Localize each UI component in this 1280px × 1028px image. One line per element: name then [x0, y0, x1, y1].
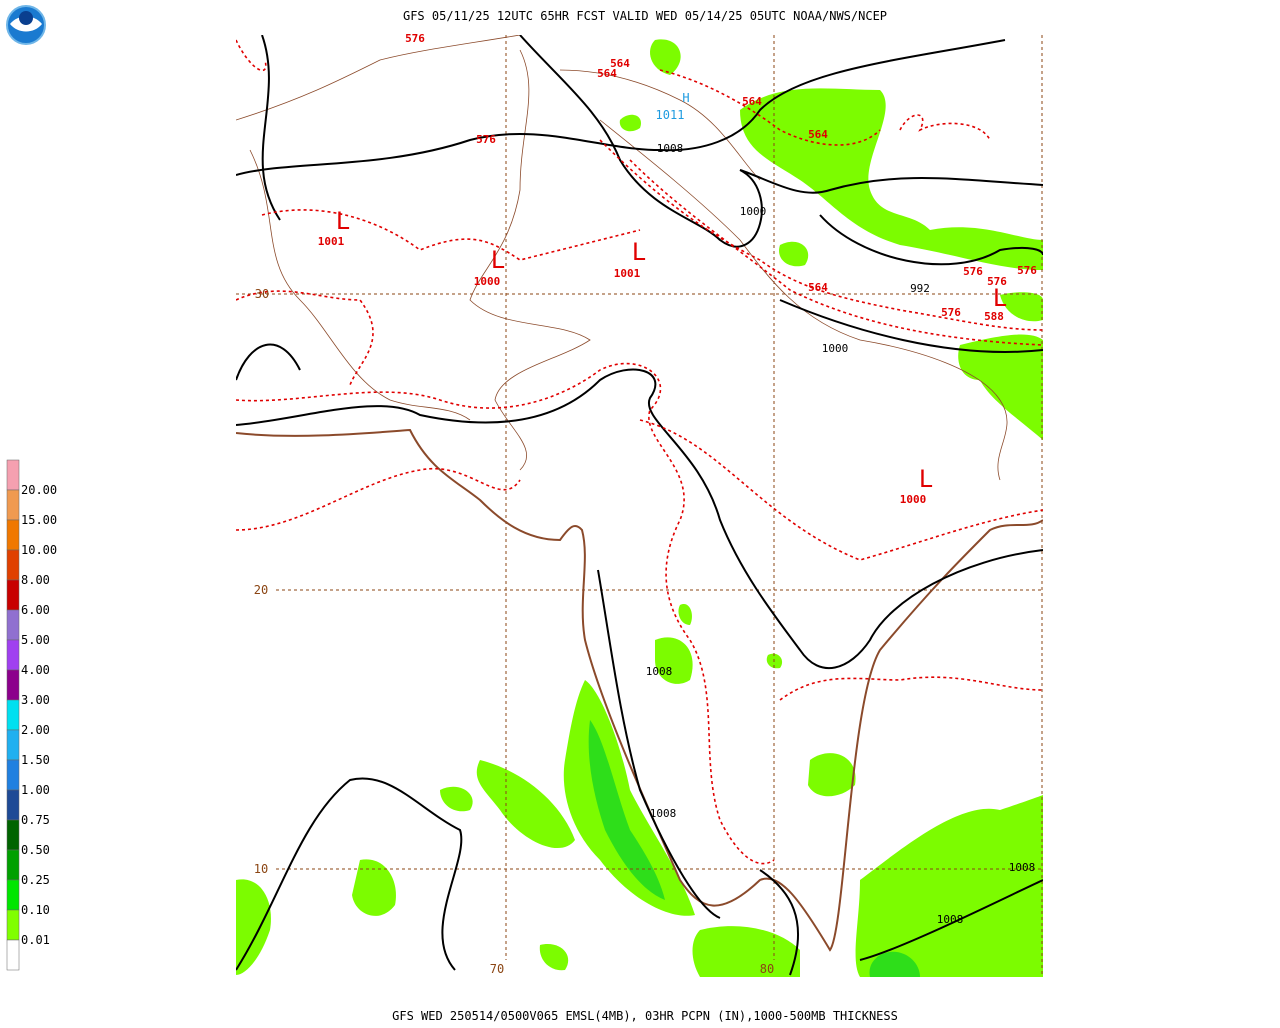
thickness-label: 564	[597, 67, 617, 80]
low-marker: L	[632, 238, 646, 266]
legend-label: 0.01	[21, 933, 50, 947]
low-marker: L	[336, 207, 350, 235]
isobar-label: 1008	[1009, 861, 1036, 874]
legend-label: 15.00	[21, 513, 57, 527]
latitude-label: 20	[254, 583, 268, 597]
legend-swatch	[6, 909, 20, 941]
thickness-label: 564	[808, 128, 828, 141]
legend-label: 10.00	[21, 543, 57, 557]
thickness-contours	[236, 39, 1043, 865]
pressure-label: 1011	[656, 108, 685, 122]
legend-swatch	[6, 879, 20, 911]
legend-label: 0.25	[21, 873, 50, 887]
thickness-label: 576	[941, 306, 961, 319]
precipitation	[236, 39, 1043, 977]
thickness-label: 564	[808, 281, 828, 294]
legend-swatch	[6, 519, 20, 551]
isobar-label: 1008	[650, 807, 677, 820]
legend-swatch	[6, 819, 20, 851]
latitude-label: 10	[254, 862, 268, 876]
legend-label: 1.50	[21, 753, 50, 767]
legend-swatch	[6, 669, 20, 701]
thickness-label: 564	[742, 95, 762, 108]
legend-label: 3.00	[21, 693, 50, 707]
borders	[236, 35, 1008, 481]
legend-swatch	[6, 459, 20, 491]
low-marker: L	[993, 284, 1007, 312]
pressure-label: 1001	[614, 267, 641, 280]
legend-label: 0.75	[21, 813, 50, 827]
legend-label: 0.10	[21, 903, 50, 917]
longitude-label: 70	[490, 962, 504, 976]
longitude-label: 80	[760, 962, 774, 976]
map	[236, 35, 1043, 977]
legend-label: 4.00	[21, 663, 50, 677]
caption: GFS WED 250514/0500V065 EMSL(4MB), 03HR …	[392, 1009, 898, 1023]
legend-label: 5.00	[21, 633, 50, 647]
thickness-label: 564	[610, 57, 630, 70]
legend-swatch	[6, 489, 20, 521]
legend-label: 1.00	[21, 783, 50, 797]
pressure-label: 1000	[900, 493, 927, 506]
title: GFS 05/11/25 12UTC 65HR FCST VALID WED 0…	[403, 9, 887, 23]
thickness-label: 576	[987, 275, 1007, 288]
legend-label: 0.50	[21, 843, 50, 857]
map-labels: 576 564 564 H 1011 576 1008 564 564 L 10…	[254, 32, 1038, 976]
legend-label: 2.00	[21, 723, 50, 737]
pressure-label: 1001	[318, 235, 345, 248]
pressure-label: 588	[984, 310, 1004, 323]
legend-swatch	[6, 759, 20, 791]
legend-label: 8.00	[21, 573, 50, 587]
high-marker: H	[682, 91, 689, 105]
legend-swatch	[6, 549, 20, 581]
legend-swatch	[6, 729, 20, 761]
thickness-label: 576	[476, 133, 496, 146]
isobar-label: 1008	[646, 665, 673, 678]
legend-swatch	[6, 639, 20, 671]
noaa-logo	[6, 5, 46, 45]
legend-swatch	[6, 579, 20, 611]
legend-swatch	[6, 699, 20, 731]
legend-label: 20.00	[21, 483, 57, 497]
legend: 20.00 15.00 10.00 8.00 6.00 5.00 4.00 3.00 2.00 1…	[6, 459, 57, 971]
isobar-label: 1008	[657, 142, 684, 155]
grid-lines	[236, 35, 1043, 977]
legend-swatch	[6, 789, 20, 821]
thickness-label: 576	[963, 265, 983, 278]
pressure-label: 1000	[474, 275, 501, 288]
thickness-label: 576	[405, 32, 425, 45]
legend-swatch	[6, 939, 20, 971]
thickness-label: 576	[1017, 264, 1037, 277]
isobar-label: 1000	[740, 205, 767, 218]
isobar-label: 1000	[822, 342, 849, 355]
legend-swatch	[6, 609, 20, 641]
isobar-label: 992	[910, 282, 930, 295]
legend-swatch	[6, 849, 20, 881]
low-marker: L	[919, 465, 933, 493]
isobar-label: 1008	[937, 913, 964, 926]
latitude-label: 30	[255, 287, 269, 301]
isobars	[236, 35, 1043, 976]
legend-label: 6.00	[21, 603, 50, 617]
low-marker: L	[491, 246, 505, 274]
